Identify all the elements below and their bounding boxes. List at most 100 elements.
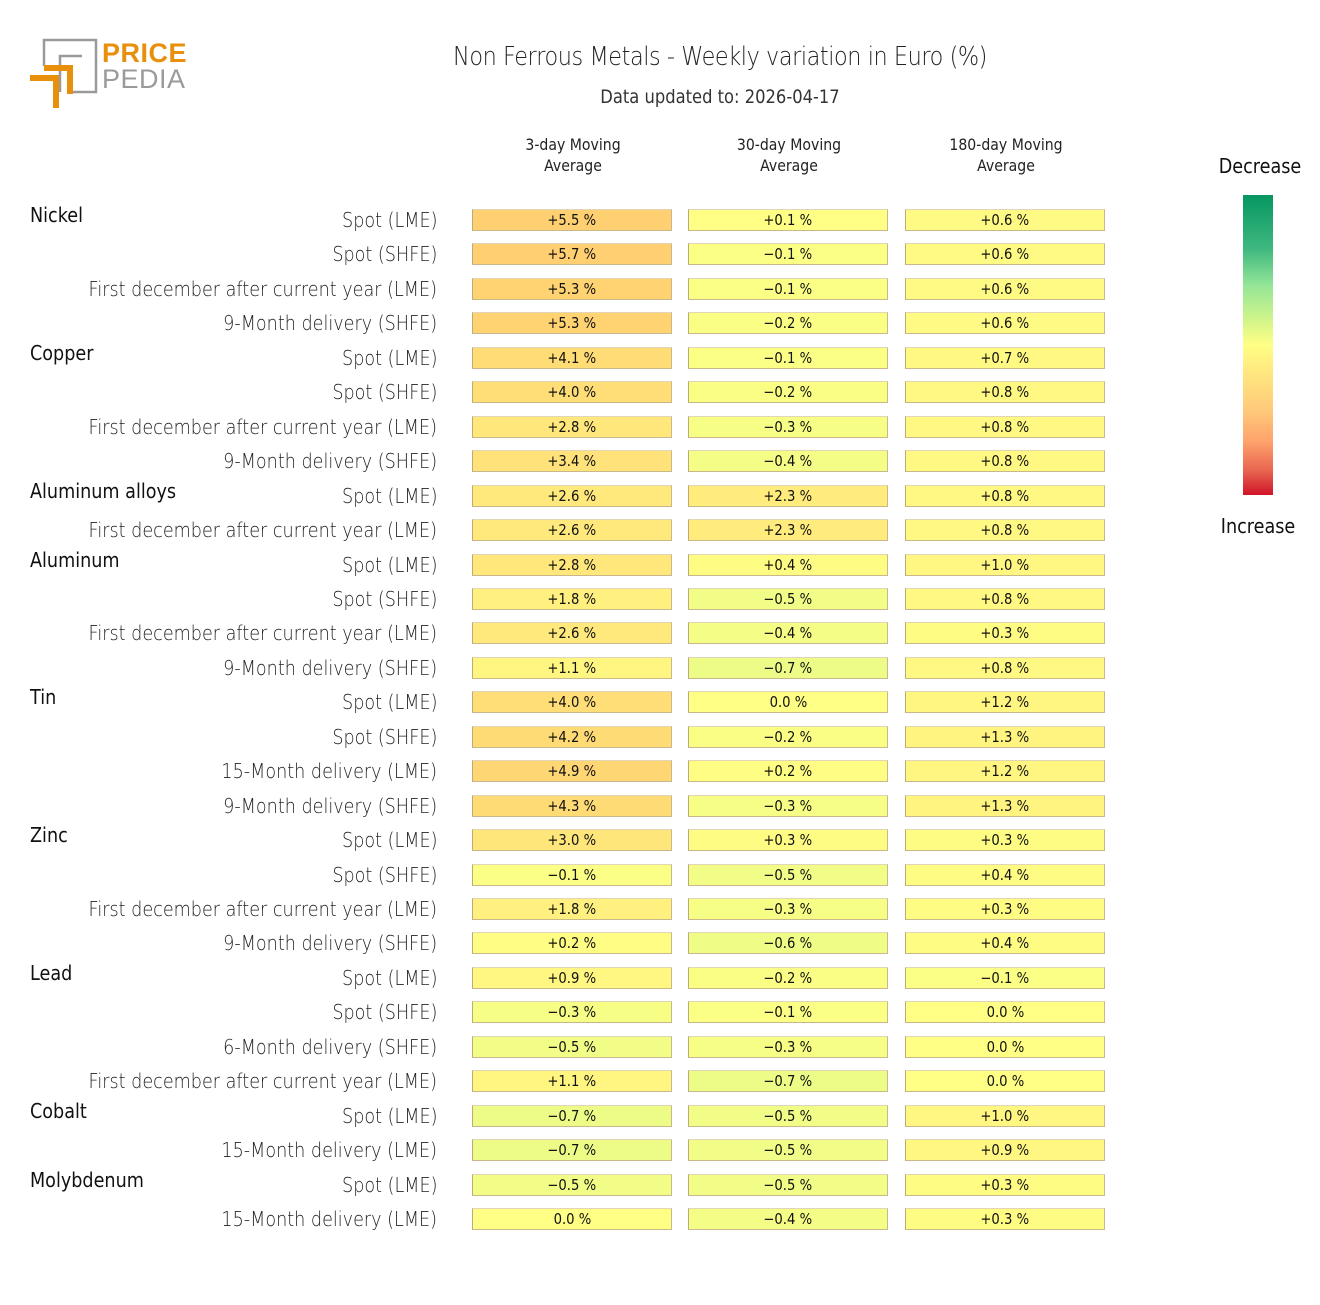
heatmap-cell: +5.3 % — [472, 277, 672, 300]
group-label: Tin — [30, 685, 57, 710]
cell-value-label: −0.1 % — [763, 245, 813, 264]
heatmap-cell: −0.5 % — [688, 1139, 888, 1162]
row-label: 9-Month delivery (SHFE) — [223, 793, 437, 818]
cell-value-label: +0.3 % — [980, 831, 1030, 850]
heatmap-cell: +0.6 % — [905, 209, 1105, 231]
heatmap-cell: −0.1 % — [688, 346, 888, 369]
cell-value-label: −0.2 % — [763, 383, 813, 402]
column-header: 180-day Moving Average — [917, 134, 1095, 176]
heatmap-cell: +5.7 % — [472, 243, 672, 266]
row-label: First december after current year (LME) — [88, 276, 437, 301]
row-label: 9-Month delivery (SHFE) — [223, 931, 437, 956]
heatmap-cell: −0.7 % — [472, 1104, 672, 1127]
heatmap-cell: +2.6 % — [472, 519, 672, 542]
heatmap-cell: −0.3 % — [472, 1001, 672, 1024]
heatmap-cell: +0.6 % — [905, 277, 1105, 300]
heatmap-cell: +0.3 % — [905, 1208, 1105, 1231]
heatmap-cell: +4.0 % — [472, 691, 672, 714]
cell-value-label: 0.0 % — [553, 1210, 591, 1229]
heatmap-cell: +3.4 % — [472, 450, 672, 473]
row-label: Spot (LME) — [341, 1103, 437, 1128]
row-label: Spot (LME) — [341, 690, 437, 715]
row-label: 6-Month delivery (SHFE) — [223, 1034, 437, 1059]
cell-value-label: −0.5 % — [763, 1175, 813, 1194]
heatmap-cell: +0.9 % — [905, 1139, 1105, 1162]
heatmap-cell: +1.1 % — [472, 1070, 672, 1093]
heatmap-cell: +2.3 % — [688, 484, 888, 507]
heatmap-cell: +5.3 % — [472, 312, 672, 335]
cell-value-label: −0.1 % — [547, 865, 597, 884]
cell-value-label: +0.8 % — [980, 452, 1030, 471]
cell-value-label: +0.3 % — [980, 624, 1030, 643]
row-label: Spot (LME) — [341, 1172, 437, 1197]
cell-value-label: +0.8 % — [980, 383, 1030, 402]
heatmap-cell: +0.6 % — [905, 312, 1105, 335]
row-label: Spot (SHFE) — [332, 586, 437, 611]
heatmap-cell: −0.7 % — [472, 1139, 672, 1162]
row-label: First december after current year (LME) — [88, 518, 437, 543]
column-header-line: 3-day Moving — [525, 135, 621, 154]
group-label: Molybdenum — [30, 1167, 144, 1192]
heatmap-cell: +1.0 % — [905, 553, 1105, 576]
heatmap-cell: +0.8 % — [905, 587, 1105, 610]
heatmap-cell: +0.2 % — [472, 932, 672, 955]
cell-value-label: +3.4 % — [547, 452, 597, 471]
heatmap-cell: +4.2 % — [472, 725, 672, 748]
column-header-line: Average — [977, 156, 1035, 175]
row-label: First december after current year (LME) — [88, 897, 437, 921]
group-label: Aluminum — [30, 547, 120, 572]
heatmap-cell: +0.3 % — [688, 829, 888, 852]
heatmap-cell: +2.8 % — [472, 553, 672, 576]
heatmap-cell: +1.3 % — [905, 725, 1105, 748]
cell-value-label: +1.1 % — [547, 1072, 597, 1091]
heatmap-cell: −0.2 % — [688, 725, 888, 748]
heatmap-cell: +0.7 % — [905, 346, 1105, 369]
heatmap-cell: +0.6 % — [905, 243, 1105, 266]
cell-value-label: −0.2 % — [763, 314, 813, 333]
cell-value-label: +5.7 % — [547, 245, 597, 264]
heatmap-cell: +0.1 % — [688, 209, 888, 231]
cell-value-label: +1.2 % — [980, 693, 1030, 712]
cell-value-label: −0.3 % — [763, 796, 813, 815]
cell-value-label: +0.8 % — [980, 521, 1030, 540]
heatmap-cell: 0.0 % — [905, 1035, 1105, 1058]
group-label: Lead — [30, 960, 73, 985]
heatmap-cell: −0.7 % — [688, 1070, 888, 1093]
cell-value-label: +5.5 % — [547, 211, 597, 229]
cell-value-label: +4.9 % — [547, 762, 597, 781]
group-label: Cobalt — [30, 1098, 87, 1123]
cell-value-label: +1.2 % — [980, 762, 1030, 781]
heatmap-cell: −0.2 % — [688, 966, 888, 989]
heatmap-cell: +0.8 % — [905, 415, 1105, 438]
heatmap-cell: +0.9 % — [472, 966, 672, 989]
heatmap-cell: +0.8 % — [905, 450, 1105, 473]
logo-mark-icon — [30, 38, 98, 108]
heatmap-cell: +4.9 % — [472, 760, 672, 783]
heatmap-cell: +0.8 % — [905, 656, 1105, 679]
heatmap-cell: +0.4 % — [905, 932, 1105, 955]
cell-value-label: −0.4 % — [763, 624, 813, 643]
heatmap-cell: −0.1 % — [905, 966, 1105, 989]
cell-value-label: +0.3 % — [980, 1210, 1030, 1229]
cell-value-label: +0.8 % — [980, 658, 1030, 677]
cell-value-label: +0.9 % — [547, 968, 597, 987]
column-header: 30-day Moving Average — [700, 134, 878, 176]
row-label: 9-Month delivery (SHFE) — [223, 655, 437, 680]
heatmap-cell: −0.1 % — [688, 243, 888, 266]
cell-value-label: 0.0 % — [986, 1003, 1024, 1022]
cell-value-label: −0.7 % — [763, 658, 813, 677]
row-label: Spot (LME) — [341, 208, 437, 232]
column-header-line: 180-day Moving — [949, 135, 1063, 154]
heatmap-cell: +2.8 % — [472, 415, 672, 438]
heatmap-cell: −0.5 % — [688, 1173, 888, 1196]
heatmap-cell: +0.8 % — [905, 484, 1105, 507]
row-label: First december after current year (LME) — [88, 1069, 437, 1094]
legend-color-scale — [1243, 195, 1273, 495]
cell-value-label: +1.0 % — [980, 1106, 1030, 1125]
cell-value-label: −0.3 % — [763, 417, 813, 436]
heatmap-cell: −0.3 % — [688, 415, 888, 438]
row-label: 15-Month delivery (LME) — [221, 1138, 437, 1163]
cell-value-label: +0.1 % — [763, 211, 813, 229]
heatmap-cell: −0.7 % — [688, 656, 888, 679]
cell-value-label: +2.6 % — [547, 624, 597, 643]
